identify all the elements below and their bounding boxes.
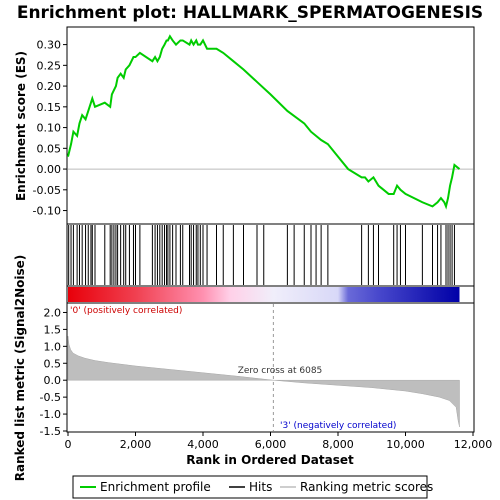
x-tick-label: 12,000 xyxy=(454,438,493,451)
es-y-tick-label: -0.10 xyxy=(33,205,61,218)
hits-track xyxy=(68,225,455,285)
es-y-tick-label: 0.10 xyxy=(37,122,62,135)
negative-label: '3' (negatively correlated) xyxy=(280,421,396,431)
metric-y-tick-label: 1.0 xyxy=(44,340,62,353)
es-axis-label: Enrichment score (ES) xyxy=(14,51,28,201)
es-y-tick-label: 0.30 xyxy=(37,39,62,52)
metric-y-tick-label: 0.0 xyxy=(44,374,62,387)
es-y-tick-label: 0.00 xyxy=(37,163,62,176)
x-axis-label: Rank in Ordered Dataset xyxy=(186,453,354,467)
es-y-axis: -0.10 -0.05 0.00 0.05 0.10 0.15 0.20 0.25 0.30 xyxy=(33,39,67,218)
es-y-tick-label: 0.25 xyxy=(37,59,62,72)
hits-panel-frame xyxy=(66,223,475,287)
metric-y-tick-label: -0.5 xyxy=(40,391,61,404)
es-y-tick-label: 0.15 xyxy=(37,101,62,114)
x-tick-label: 4,000 xyxy=(187,438,219,451)
es-y-tick-label: -0.05 xyxy=(33,184,61,197)
es-y-tick-label: 0.05 xyxy=(37,142,62,155)
es-panel-frame xyxy=(66,26,475,225)
x-tick-label: 6,000 xyxy=(255,438,287,451)
x-tick-label: 8,000 xyxy=(322,438,354,451)
x-tick-label: 10,000 xyxy=(386,438,425,451)
x-axis: 0 2,000 4,000 6,000 8,000 10,000 12,000 xyxy=(65,432,493,451)
x-tick-label: 0 xyxy=(65,438,72,451)
es-y-tick-label: 0.20 xyxy=(37,80,62,93)
metric-y-tick-label: 2.0 xyxy=(44,306,62,319)
metric-y-tick-label: 0.5 xyxy=(44,357,62,370)
metric-y-tick-label: -1.0 xyxy=(40,408,61,421)
zero-cross-label: Zero cross at 6085 xyxy=(238,366,323,376)
legend-box xyxy=(72,475,428,499)
x-tick-label: 2,000 xyxy=(120,438,152,451)
metric-y-tick-label: 1.5 xyxy=(44,323,62,336)
positive-label: '0' (positively correlated) xyxy=(70,306,182,316)
metric-y-tick-label: -1.5 xyxy=(40,425,61,438)
legend-hits-label: Hits xyxy=(249,480,272,494)
ranking-metric-area xyxy=(67,336,460,427)
ranking-color-bar xyxy=(68,287,460,302)
enrichment-profile-line xyxy=(67,34,461,210)
metric-axis-label: Ranked list metric (Signal2Noise) xyxy=(13,255,27,482)
chart-title: Enrichment plot: HALLMARK_SPERMATOGENESI… xyxy=(17,3,483,23)
metric-y-axis: -1.5 -1.0 -0.5 0.0 0.5 1.0 1.5 2.0 xyxy=(40,306,67,438)
legend-profile-label: Enrichment profile xyxy=(100,480,211,494)
legend-metric-label: Ranking metric scores xyxy=(300,480,433,494)
